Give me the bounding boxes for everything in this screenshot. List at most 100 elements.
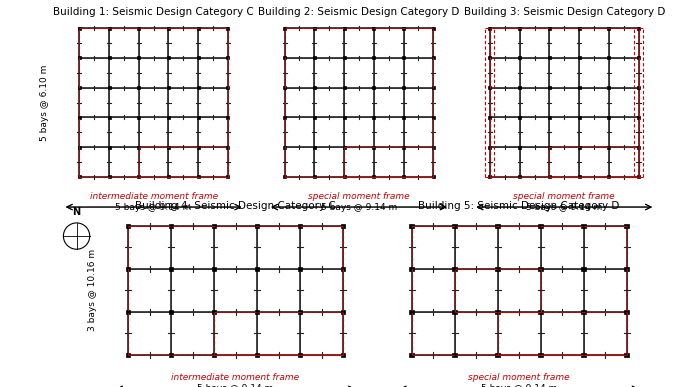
Bar (452, 267, 457, 271)
Bar (342, 116, 345, 119)
Bar (197, 57, 200, 60)
Bar (167, 116, 170, 119)
Text: Building 1: Seismic Design Category C: Building 1: Seismic Design Category C (53, 7, 254, 17)
Bar (169, 224, 173, 228)
Bar (581, 224, 586, 228)
Bar (496, 267, 500, 271)
Bar (489, 175, 491, 178)
Bar (341, 310, 345, 314)
Bar (608, 27, 610, 30)
Bar (489, 27, 491, 30)
Bar (624, 224, 628, 228)
Text: N: N (72, 207, 81, 217)
Bar (548, 27, 551, 30)
Bar (78, 175, 81, 178)
Text: 5 bays @ 9.14 m: 5 bays @ 9.14 m (198, 384, 274, 387)
Bar (548, 57, 551, 60)
Bar (212, 353, 216, 357)
Bar (313, 27, 316, 30)
Bar (402, 146, 405, 149)
Bar (341, 224, 345, 228)
Text: 5 bays @ 9.14 m: 5 bays @ 9.14 m (481, 384, 557, 387)
Bar (624, 310, 628, 314)
Bar (548, 116, 551, 119)
Bar (581, 353, 586, 357)
Bar (298, 310, 302, 314)
Bar (197, 146, 200, 149)
Bar (409, 310, 414, 314)
Bar (126, 353, 130, 357)
Bar (548, 146, 551, 149)
Bar (409, 224, 414, 228)
Bar (255, 267, 259, 271)
Bar (255, 353, 259, 357)
Text: special moment frame: special moment frame (468, 373, 570, 382)
Bar (548, 175, 551, 178)
Bar (78, 57, 81, 60)
Bar (372, 146, 375, 149)
Bar (342, 146, 345, 149)
Bar (372, 86, 375, 89)
Bar (108, 86, 111, 89)
Bar (108, 27, 111, 30)
Bar (608, 86, 610, 89)
Bar (298, 267, 302, 271)
Bar (255, 224, 259, 228)
Bar (581, 267, 586, 271)
Bar (608, 116, 610, 119)
Bar (313, 57, 316, 60)
Bar (372, 116, 375, 119)
Bar (137, 116, 140, 119)
Text: Building 2: Seismic Design Category D: Building 2: Seismic Design Category D (258, 7, 459, 17)
Bar (126, 267, 130, 271)
Bar (137, 86, 140, 89)
Bar (313, 175, 316, 178)
Bar (519, 57, 521, 60)
Text: 5 bays @ 9.14 m: 5 bays @ 9.14 m (526, 202, 602, 212)
Bar (226, 116, 230, 119)
Bar (432, 116, 435, 119)
Text: 5 bays @ 6.10 m: 5 bays @ 6.10 m (40, 64, 49, 141)
Bar (167, 86, 170, 89)
Bar (402, 86, 405, 89)
Bar (108, 116, 111, 119)
Bar (624, 353, 628, 357)
Text: special moment frame: special moment frame (514, 192, 615, 200)
Bar (78, 146, 81, 149)
Bar (578, 116, 580, 119)
Bar (283, 57, 286, 60)
Bar (519, 27, 521, 30)
Bar (452, 310, 457, 314)
Bar (298, 224, 302, 228)
Bar (539, 310, 543, 314)
Bar (489, 57, 491, 60)
Bar (212, 224, 216, 228)
Bar (519, 86, 521, 89)
Bar (372, 57, 375, 60)
Bar (519, 116, 521, 119)
Bar (283, 175, 286, 178)
Bar (432, 146, 435, 149)
Bar (169, 310, 173, 314)
Bar (108, 175, 111, 178)
Bar (197, 27, 200, 30)
Bar (167, 57, 170, 60)
Bar (432, 175, 435, 178)
Bar (78, 27, 81, 30)
Bar (489, 146, 491, 149)
Bar (313, 146, 316, 149)
Bar (581, 310, 586, 314)
Bar (496, 224, 500, 228)
Bar (212, 310, 216, 314)
Bar (342, 57, 345, 60)
Bar (539, 353, 543, 357)
Bar (341, 267, 345, 271)
Bar (539, 224, 543, 228)
Bar (137, 27, 140, 30)
Bar (313, 116, 316, 119)
Bar (212, 267, 216, 271)
Bar (578, 57, 580, 60)
Bar (169, 267, 173, 271)
Bar (578, 27, 580, 30)
Bar (226, 27, 230, 30)
